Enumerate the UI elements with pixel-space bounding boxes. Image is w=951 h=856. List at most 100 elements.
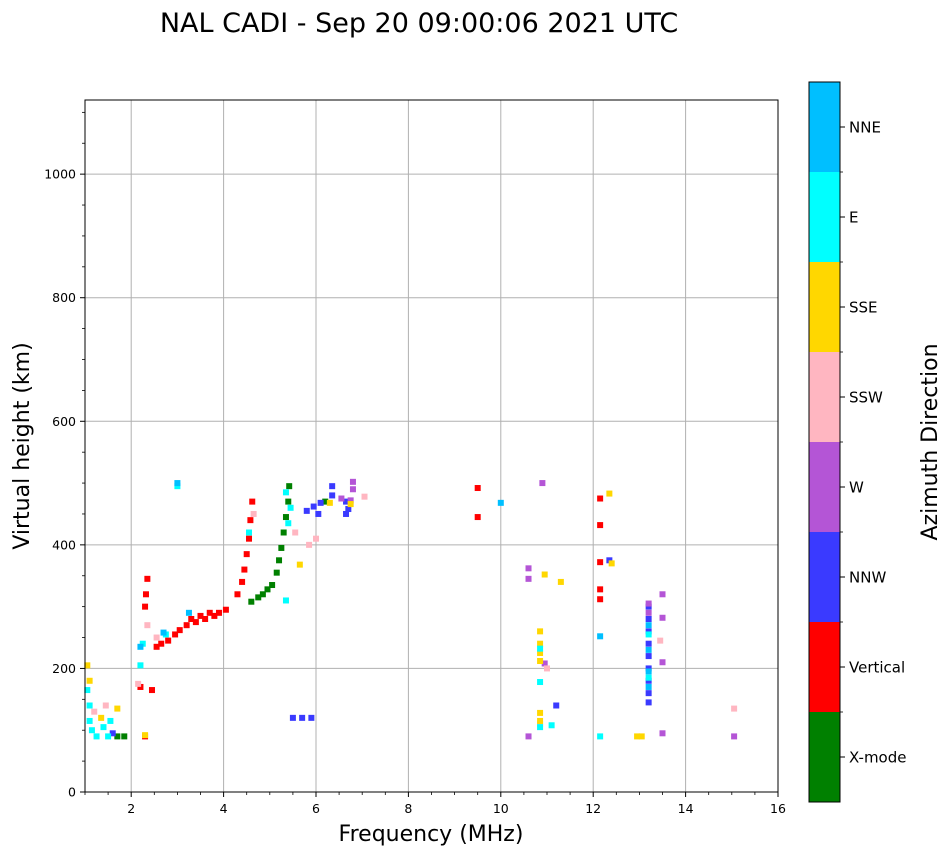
data-point [645,640,652,647]
data-point [93,733,100,740]
x-axis-label: Frequency (MHz) [339,822,524,847]
data-point [86,717,93,724]
data-point [299,714,306,721]
data-point [234,591,241,598]
y-tick-label: 400 [52,537,76,552]
data-point [645,631,652,638]
data-point [597,559,604,566]
data-point [659,659,666,666]
data-point [345,506,352,513]
data-point [338,495,345,502]
data-point [139,640,146,647]
data-point [343,510,350,517]
data-point [645,603,652,610]
data-point [215,609,222,616]
x-tick-label: 14 [678,801,694,816]
colorbar-segment [809,442,840,532]
data-point [315,510,322,517]
data-point [645,616,652,622]
data-point [313,535,319,542]
data-point [322,498,329,505]
data-point [114,705,121,712]
x-tick-label: 4 [220,801,228,816]
data-point [282,514,289,521]
data-point [249,498,256,505]
data-point [222,606,229,613]
data-point [537,658,544,665]
colorbar-segment [809,532,840,622]
data-point [247,517,254,524]
data-point [137,683,144,690]
data-point [537,709,544,716]
x-tick-label: 16 [770,801,786,816]
colorbar-tick-label: W [849,479,864,497]
data-point [142,732,149,739]
data-point [608,560,615,567]
data-point [326,499,333,506]
data-point [282,597,289,604]
data-point [88,727,95,734]
data-point [343,498,350,505]
y-tick-label: 600 [52,414,76,429]
data-point [349,478,356,485]
colorbar-segment [809,712,840,802]
series-ssw [91,493,738,728]
data-point [306,541,313,548]
data-point [137,643,144,650]
data-point [246,529,253,536]
data-point [280,529,287,536]
data-point [474,514,481,521]
series-nne [137,480,652,690]
data-marks [84,478,738,740]
data-point [142,603,149,610]
data-point [539,480,546,487]
data-point [645,665,652,672]
y-tick-label: 200 [52,661,76,676]
data-point [659,591,666,598]
y-tick-label: 1000 [44,167,76,182]
data-point [287,504,294,511]
data-point [98,714,105,721]
data-point [206,609,213,616]
colorbar-tick-label: NNE [849,119,881,137]
data-point [250,510,257,517]
data-point [84,662,91,669]
data-point [144,622,151,629]
data-point [597,586,604,593]
data-point [525,733,532,740]
colorbar-tick-label: Vertical [849,659,905,677]
chart-title: NAL CADI - Sep 20 09:00:06 2021 UTC [160,8,678,39]
data-point [142,591,149,598]
y-tick-label: 800 [52,290,76,305]
data-point [144,575,151,582]
data-point [537,640,544,647]
data-point [645,622,652,629]
data-point [645,677,652,684]
data-point [292,529,299,536]
data-point [282,489,289,496]
data-point [86,702,93,709]
data-point [537,717,544,724]
data-point [645,653,652,660]
colorbar: X-mode Vertical NNW W SSW SSE E NNE [808,81,906,803]
colorbar-segment [809,622,840,712]
grid-lines [85,100,778,792]
series-sse [84,490,645,740]
data-point [197,612,204,619]
data-point [544,665,550,672]
y-tick-label: 0 [68,785,76,800]
data-point [557,578,564,585]
data-point [308,714,315,721]
data-point [121,733,128,740]
data-point [537,724,544,731]
data-point [239,578,246,585]
data-point [285,498,292,505]
colorbar-tick-label: SSE [849,299,878,317]
series-x-mode [114,483,329,740]
data-point [597,596,604,603]
data-point [597,495,604,502]
colorbar-label: Azimuth Direction [918,343,943,540]
data-point [553,702,560,709]
data-point [188,616,195,622]
data-point [102,702,109,709]
